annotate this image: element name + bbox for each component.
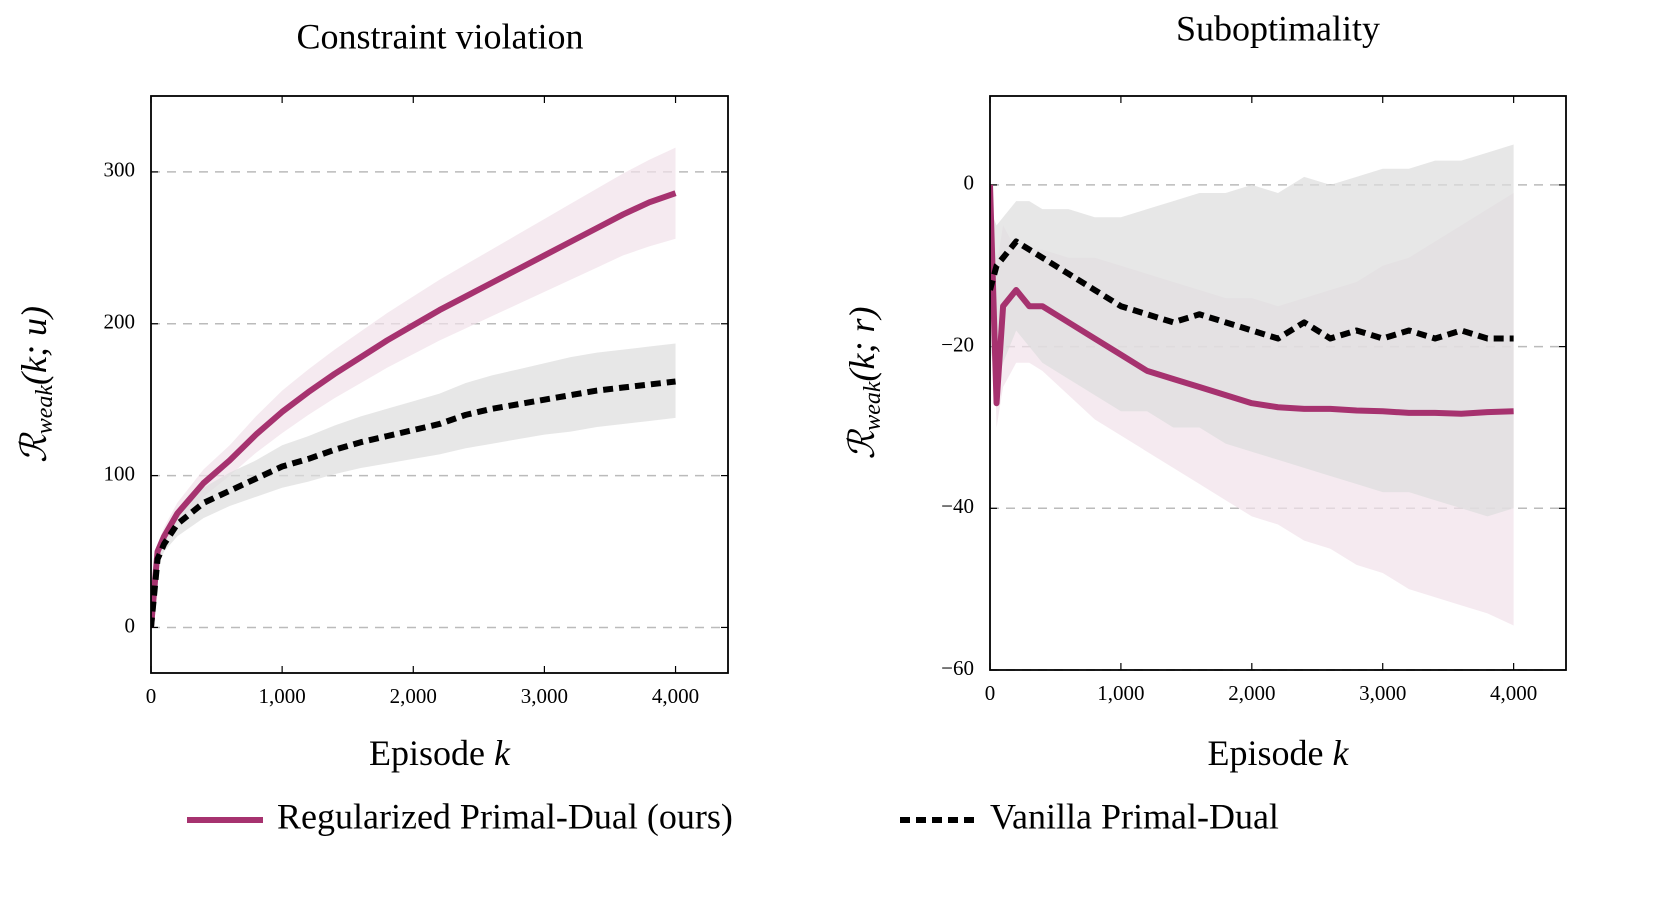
series-line [151,378,676,628]
y-axis-label: ℛweak(k; r) [842,307,885,460]
chart-title: Constraint violation [297,16,584,56]
band [151,343,676,628]
legend-label: Vanilla Primal-Dual [990,796,1279,836]
y-tick-label: 0 [125,613,136,637]
x-axis-label: Episode k [369,733,511,773]
x-label-var: k [1333,733,1350,773]
x-tick-label: 3,000 [521,684,568,708]
legend-label: Regularized Primal-Dual (ours) [277,796,733,836]
chart-title: Suboptimality [1176,8,1380,48]
y-label-symbol: ℛ [14,432,54,463]
band [990,144,1514,517]
band [151,147,676,628]
plot-area [990,144,1514,626]
y-tick-label: −40 [941,494,974,518]
y-tick-label: 0 [964,171,975,195]
x-axis-label: Episode k [1208,733,1350,773]
x-label-var: k [494,733,511,773]
x-tick-label: 3,000 [1359,681,1406,705]
y-tick-label: 200 [104,310,136,334]
x-tick-label: 0 [146,684,157,708]
x-tick-label: 4,000 [1490,681,1537,705]
series-line [990,238,1514,342]
y-label-symbol: ℛ [842,429,882,460]
y-label-sub: weak [860,381,886,431]
y-label-args: (k; u) [14,306,54,385]
x-tick-label: 2,000 [390,684,437,708]
x-tick-label: 1,000 [259,684,306,708]
x-tick-label: 4,000 [652,684,699,708]
x-label-word: Episode [1208,733,1324,773]
y-tick-label: −60 [941,656,974,680]
x-tick-label: 0 [985,681,996,705]
y-label-args: (k; r) [842,307,882,382]
y-tick-label: −20 [941,332,974,356]
plot-area [151,147,677,628]
y-axis-label: ℛweak(k; u) [14,306,57,463]
y-tick-label: 100 [104,461,136,485]
series-line [990,184,1514,417]
x-tick-label: 1,000 [1097,681,1144,705]
x-tick-label: 2,000 [1228,681,1275,705]
y-label-sub: weak [32,385,58,435]
axes-frame [150,95,729,674]
series-line [151,190,677,628]
y-tick-label: 300 [104,158,136,182]
x-label-word: Episode [369,733,485,773]
axes-frame [989,95,1567,671]
